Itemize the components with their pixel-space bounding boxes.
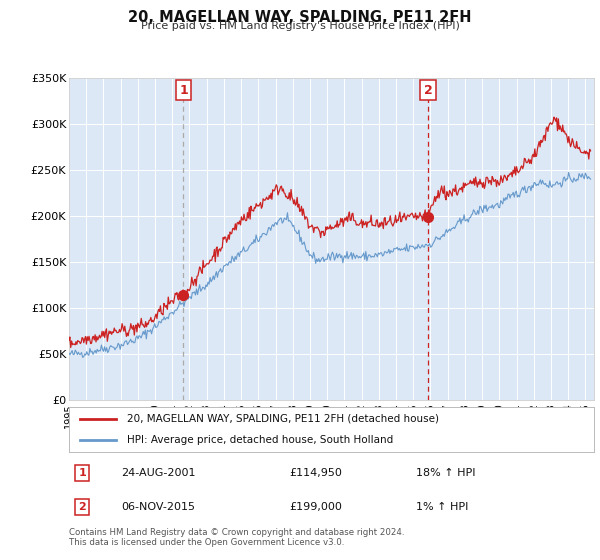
Text: £114,950: £114,950 bbox=[290, 468, 343, 478]
Text: £199,000: £199,000 bbox=[290, 502, 343, 512]
Text: 1: 1 bbox=[179, 84, 188, 97]
Text: HPI: Average price, detached house, South Holland: HPI: Average price, detached house, Sout… bbox=[127, 435, 393, 445]
Text: 20, MAGELLAN WAY, SPALDING, PE11 2FH: 20, MAGELLAN WAY, SPALDING, PE11 2FH bbox=[128, 10, 472, 25]
Text: Price paid vs. HM Land Registry's House Price Index (HPI): Price paid vs. HM Land Registry's House … bbox=[140, 21, 460, 31]
Text: 20, MAGELLAN WAY, SPALDING, PE11 2FH (detached house): 20, MAGELLAN WAY, SPALDING, PE11 2FH (de… bbox=[127, 414, 439, 424]
Text: 06-NOV-2015: 06-NOV-2015 bbox=[121, 502, 196, 512]
Text: Contains HM Land Registry data © Crown copyright and database right 2024.
This d: Contains HM Land Registry data © Crown c… bbox=[69, 528, 404, 548]
Text: 2: 2 bbox=[78, 502, 86, 512]
Text: 1% ↑ HPI: 1% ↑ HPI bbox=[415, 502, 468, 512]
Text: 1: 1 bbox=[78, 468, 86, 478]
Text: 24-AUG-2001: 24-AUG-2001 bbox=[121, 468, 196, 478]
Text: 18% ↑ HPI: 18% ↑ HPI bbox=[415, 468, 475, 478]
Text: 2: 2 bbox=[424, 84, 432, 97]
